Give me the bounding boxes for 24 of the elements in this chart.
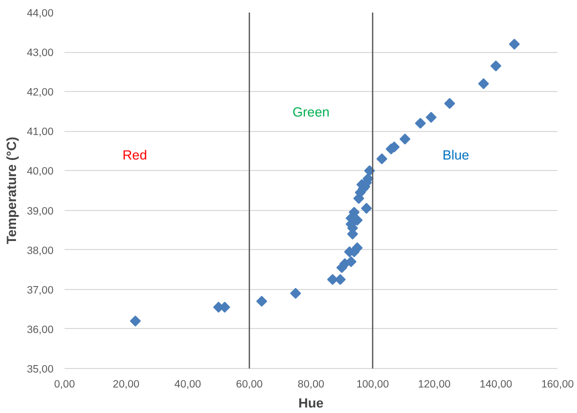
x-tick-label: 60,00 [236, 378, 263, 390]
x-tick-label: 80,00 [298, 378, 324, 390]
annotation: Blue [442, 147, 470, 162]
y-tick-label: 44,00 [26, 8, 54, 20]
y-tick-label: 36,00 [26, 324, 54, 336]
x-axis-title: Hue [298, 396, 324, 410]
y-tick-label: 40,00 [26, 166, 54, 178]
y-tick-label: 41,00 [26, 126, 54, 138]
x-tick-label: 40,00 [174, 378, 202, 390]
annotation: Green [292, 104, 330, 120]
y-tick-label: 42,00 [26, 86, 54, 99]
y-tick-label: 37,00 [26, 284, 54, 296]
y-axis-title: Temperature (°C) [4, 136, 19, 244]
x-tick-label: 140,00 [480, 378, 512, 390]
y-tick-label: 39,00 [26, 205, 54, 218]
annotation: Red [122, 147, 147, 162]
x-tick-label: 20,00 [112, 378, 140, 390]
x-tick-label: 0,00 [54, 378, 75, 390]
x-tick-label: 120,00 [418, 378, 451, 390]
y-tick-label: 38,00 [26, 244, 54, 257]
x-tick-label: 160,00 [541, 378, 574, 390]
y-tick-label: 35,00 [26, 364, 54, 376]
y-tick-label: 43,00 [26, 47, 54, 60]
x-tick-label: 100,00 [356, 378, 389, 390]
